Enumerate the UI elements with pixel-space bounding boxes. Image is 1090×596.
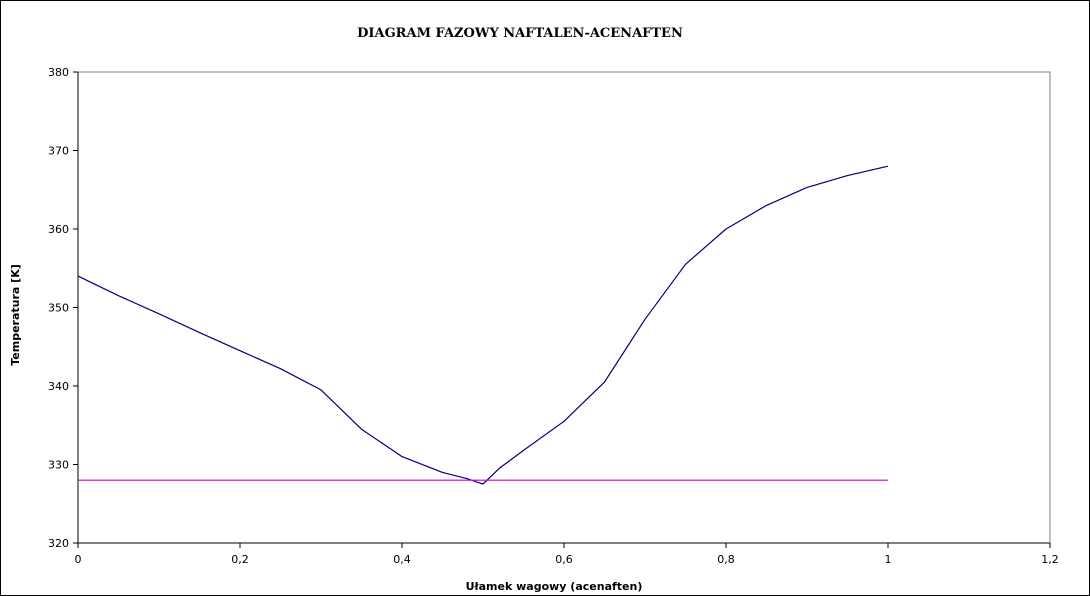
x-tick-label: 0 (75, 553, 82, 566)
x-tick-label: 0,2 (231, 553, 249, 566)
y-tick-label: 370 (48, 145, 69, 158)
y-tick-label: 360 (48, 223, 69, 236)
y-tick-label: 380 (48, 66, 69, 79)
y-tick-label: 330 (48, 459, 69, 472)
x-axis-title: Ułamek wagowy (acenaften) (466, 580, 643, 593)
axis-ticks: 320 330 340 350 360 370 380 0 0,2 0,4 0,6 0,8 1 1,2 (48, 66, 1059, 566)
x-tick-label: 0,4 (393, 553, 411, 566)
y-tick-label: 320 (48, 537, 69, 550)
y-tick-label: 340 (48, 380, 69, 393)
x-tick-label: 1,2 (1041, 553, 1059, 566)
liquidus-curve-line (77, 165, 889, 485)
y-tick-label: 350 (48, 302, 69, 315)
chart-title: DIAGRAM FAZOWY NAFTALEN-ACENAFTEN (357, 26, 683, 41)
y-axis-title: Temperatura [K] (9, 264, 22, 366)
x-tick-label: 0,6 (555, 553, 573, 566)
x-tick-label: 1 (885, 553, 892, 566)
plot-area (77, 71, 1051, 544)
series-layer (77, 165, 889, 485)
x-tick-label: 0,8 (717, 553, 735, 566)
